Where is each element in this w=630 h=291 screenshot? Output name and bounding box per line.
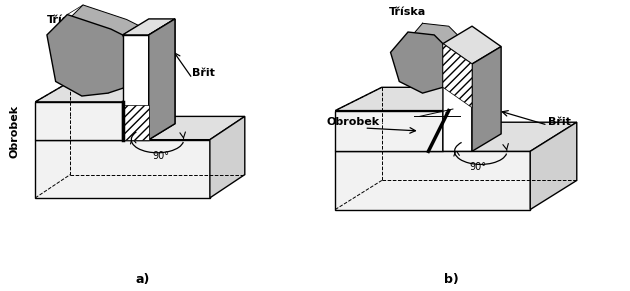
Polygon shape	[35, 102, 123, 140]
Polygon shape	[443, 87, 469, 151]
Polygon shape	[35, 116, 245, 140]
Text: b): b)	[444, 273, 459, 286]
Text: Břit: Břit	[547, 117, 571, 127]
Polygon shape	[335, 151, 530, 210]
Polygon shape	[123, 105, 149, 140]
Text: 90°: 90°	[152, 151, 169, 161]
Polygon shape	[530, 122, 577, 210]
Polygon shape	[149, 19, 175, 140]
Polygon shape	[335, 87, 469, 111]
Polygon shape	[443, 44, 472, 108]
Polygon shape	[35, 140, 210, 198]
Polygon shape	[443, 44, 472, 151]
Text: a): a)	[135, 273, 150, 286]
Text: Tříska: Tříska	[389, 7, 427, 17]
Text: Obrobek: Obrobek	[10, 104, 20, 157]
Polygon shape	[335, 122, 577, 151]
Polygon shape	[123, 81, 149, 140]
Polygon shape	[210, 116, 245, 198]
Polygon shape	[47, 15, 137, 96]
Text: Obrobek: Obrobek	[326, 117, 380, 127]
Polygon shape	[149, 19, 175, 140]
Text: 90°: 90°	[469, 162, 486, 172]
Polygon shape	[123, 35, 149, 140]
Polygon shape	[405, 23, 463, 84]
Polygon shape	[443, 26, 501, 64]
Polygon shape	[123, 19, 175, 35]
Polygon shape	[472, 47, 501, 151]
Polygon shape	[391, 32, 449, 93]
Polygon shape	[335, 111, 443, 151]
Polygon shape	[62, 5, 153, 86]
Text: Břit: Břit	[192, 68, 215, 78]
Text: Tříska: Tříska	[47, 15, 84, 25]
Text: λ s: λ s	[452, 102, 465, 111]
Polygon shape	[35, 81, 149, 102]
